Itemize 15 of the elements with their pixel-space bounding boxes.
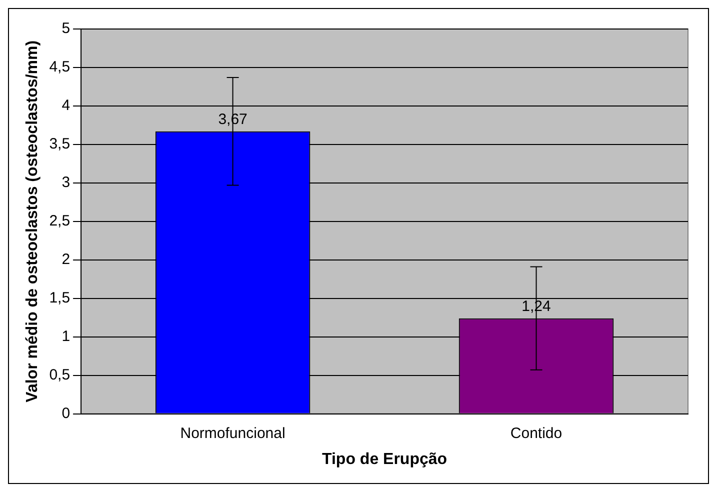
y-tick-label: 0 xyxy=(62,404,70,422)
x-tick-label: Contido xyxy=(510,424,562,442)
y-axis-title: Valor médio de osteoclastos (osteoclastos/mm) xyxy=(24,40,42,402)
x-tick-label: Normofuncional xyxy=(180,424,286,442)
y-tick-label: 4,5 xyxy=(49,58,70,76)
y-tick-label: 0,5 xyxy=(49,366,70,384)
y-tick-label: 3,5 xyxy=(49,136,70,153)
y-tick-label: 5 xyxy=(62,20,70,38)
y-tick-label: 3 xyxy=(62,174,70,192)
y-tick-label: 1,5 xyxy=(49,290,70,306)
y-tick-label: 2 xyxy=(62,251,70,268)
y-tick-label: 1 xyxy=(62,328,70,345)
y-tick-label: 4 xyxy=(62,97,70,114)
x-axis-title: Tipo de Erupção xyxy=(322,450,448,468)
y-tick-label: 2,5 xyxy=(49,212,70,230)
